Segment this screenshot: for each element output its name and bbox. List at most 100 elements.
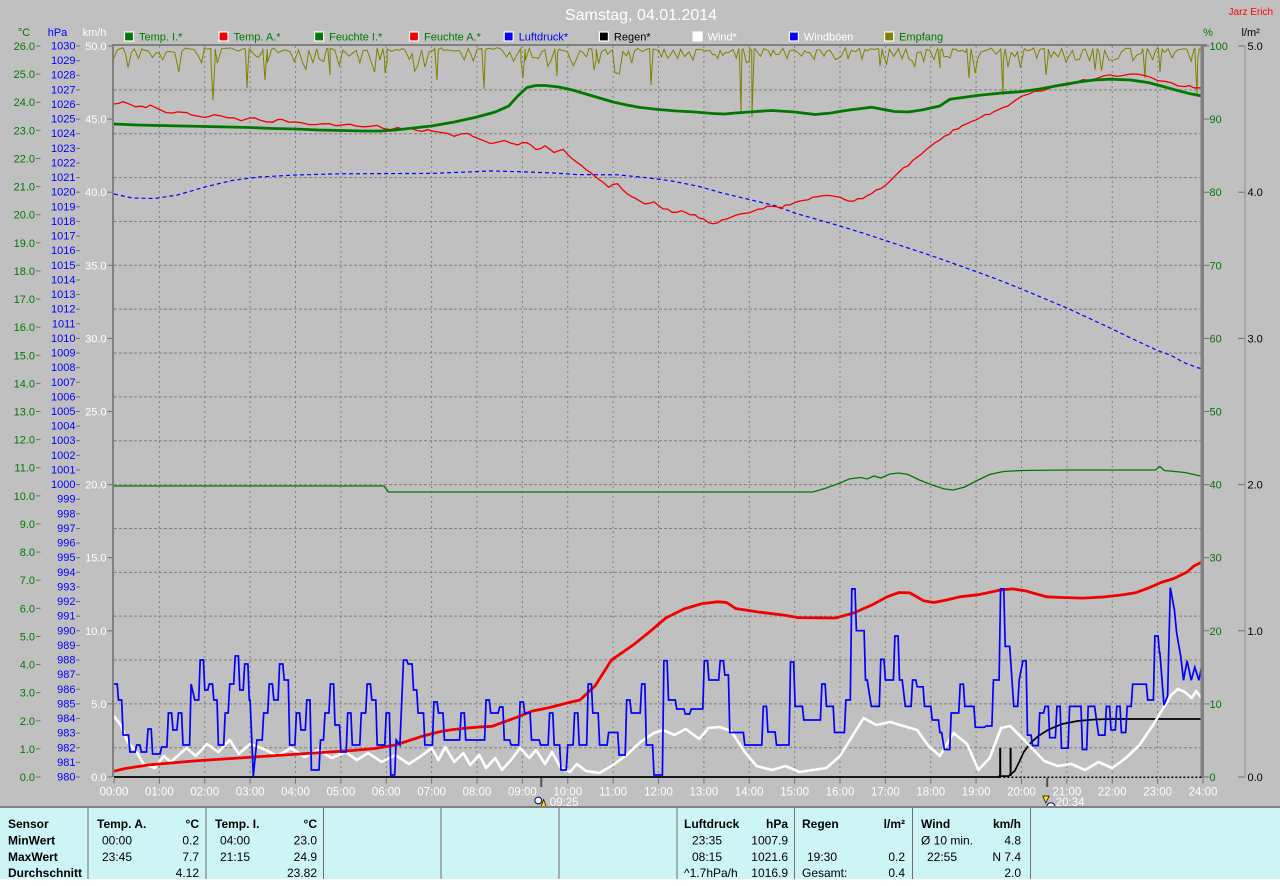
svg-text:°C: °C xyxy=(304,817,318,831)
svg-text:4.8: 4.8 xyxy=(1004,833,1021,847)
svg-text:15.0: 15.0 xyxy=(85,553,106,565)
svg-text:MinWert: MinWert xyxy=(8,833,55,847)
svg-text:993: 993 xyxy=(57,581,75,593)
svg-text:km/h: km/h xyxy=(83,27,107,39)
svg-text:21.0: 21.0 xyxy=(14,182,35,194)
svg-text:90: 90 xyxy=(1210,114,1222,126)
svg-text:984: 984 xyxy=(57,713,75,725)
svg-text:00:00: 00:00 xyxy=(100,787,129,799)
svg-text:1025: 1025 xyxy=(51,114,75,126)
svg-text:0.2: 0.2 xyxy=(182,833,199,847)
svg-text:0.0: 0.0 xyxy=(20,772,35,784)
svg-text:l/m²: l/m² xyxy=(884,817,905,831)
svg-text:22:00: 22:00 xyxy=(1098,787,1127,799)
svg-text:19:30: 19:30 xyxy=(807,850,837,864)
svg-text:N 7.4: N 7.4 xyxy=(992,850,1021,864)
svg-text:20.0: 20.0 xyxy=(14,210,35,222)
svg-text:1009: 1009 xyxy=(51,348,75,360)
svg-text:Wind*: Wind* xyxy=(708,32,738,44)
svg-text:1012: 1012 xyxy=(51,304,75,316)
svg-text:50: 50 xyxy=(1210,407,1222,419)
svg-text:1026: 1026 xyxy=(51,99,75,111)
svg-text:80: 80 xyxy=(1210,187,1222,199)
svg-text:Temp. I.*: Temp. I.* xyxy=(139,32,183,44)
svg-text:10.0: 10.0 xyxy=(14,491,35,503)
svg-text:1029: 1029 xyxy=(51,55,75,67)
svg-text:05:00: 05:00 xyxy=(327,787,356,799)
svg-text:23.82: 23.82 xyxy=(287,866,317,880)
svg-text:20: 20 xyxy=(1210,626,1222,638)
svg-text:0.2: 0.2 xyxy=(888,850,905,864)
svg-text:Luftdruck*: Luftdruck* xyxy=(519,32,569,44)
svg-text:988: 988 xyxy=(57,655,75,667)
svg-text:23.0: 23.0 xyxy=(14,125,35,137)
svg-text:23:00: 23:00 xyxy=(1143,787,1172,799)
svg-text:Temp. I.: Temp. I. xyxy=(215,817,259,831)
svg-text:10.0: 10.0 xyxy=(85,626,106,638)
svg-text:981: 981 xyxy=(57,757,75,769)
svg-text:990: 990 xyxy=(57,625,75,637)
svg-text:996: 996 xyxy=(57,538,75,550)
svg-text:17.0: 17.0 xyxy=(14,294,35,306)
svg-text:18:00: 18:00 xyxy=(916,787,945,799)
svg-text:1000: 1000 xyxy=(51,479,75,491)
svg-text:06:00: 06:00 xyxy=(372,787,401,799)
svg-text:60: 60 xyxy=(1210,333,1222,345)
svg-text:0.0: 0.0 xyxy=(1248,772,1263,784)
svg-text:4.12: 4.12 xyxy=(176,866,200,880)
svg-text:1002: 1002 xyxy=(51,450,75,462)
svg-text:1019: 1019 xyxy=(51,201,75,213)
svg-text:Ø 10 min.: Ø 10 min. xyxy=(921,833,973,847)
svg-text:999: 999 xyxy=(57,494,75,506)
svg-text:4.0: 4.0 xyxy=(20,660,35,672)
svg-text:13:00: 13:00 xyxy=(690,787,719,799)
svg-text:1.0: 1.0 xyxy=(1248,626,1263,638)
svg-text:1005: 1005 xyxy=(51,406,75,418)
svg-text:23:35: 23:35 xyxy=(692,833,722,847)
svg-text:1024: 1024 xyxy=(51,128,75,140)
svg-text:12:00: 12:00 xyxy=(644,787,673,799)
svg-text:19:00: 19:00 xyxy=(962,787,991,799)
svg-text:12.0: 12.0 xyxy=(14,435,35,447)
svg-text:hPa: hPa xyxy=(766,817,788,831)
svg-text:24.9: 24.9 xyxy=(294,850,318,864)
svg-text:13.0: 13.0 xyxy=(14,407,35,419)
svg-text:3.0: 3.0 xyxy=(20,688,35,700)
svg-text:Regen*: Regen* xyxy=(614,32,651,44)
svg-text:07:00: 07:00 xyxy=(417,787,446,799)
svg-text:1023: 1023 xyxy=(51,143,75,155)
svg-text:km/h: km/h xyxy=(993,817,1021,831)
svg-text:2.0: 2.0 xyxy=(20,716,35,728)
svg-text:50.0: 50.0 xyxy=(85,41,106,53)
svg-text:l/m²: l/m² xyxy=(1242,27,1261,39)
svg-text:1017: 1017 xyxy=(51,231,75,243)
svg-text:1003: 1003 xyxy=(51,435,75,447)
svg-text:1007.9: 1007.9 xyxy=(751,833,788,847)
svg-text:16.0: 16.0 xyxy=(14,322,35,334)
svg-text:980: 980 xyxy=(57,772,75,784)
svg-text:25.0: 25.0 xyxy=(85,407,106,419)
svg-text:5.0: 5.0 xyxy=(91,699,106,711)
svg-text:1027: 1027 xyxy=(51,84,75,96)
svg-text:11:00: 11:00 xyxy=(599,787,627,799)
svg-text:9.0: 9.0 xyxy=(20,519,35,531)
svg-text:18.0: 18.0 xyxy=(14,266,35,278)
svg-text:1006: 1006 xyxy=(51,391,75,403)
svg-text:°C: °C xyxy=(18,27,30,39)
svg-text:1016.9: 1016.9 xyxy=(751,866,788,880)
svg-text:8.0: 8.0 xyxy=(20,547,35,559)
svg-text:Feuchte A.*: Feuchte A.* xyxy=(424,32,482,44)
svg-text:1011: 1011 xyxy=(52,318,76,330)
svg-text:100: 100 xyxy=(1210,41,1228,53)
svg-text:15.0: 15.0 xyxy=(14,350,35,362)
svg-text:4.0: 4.0 xyxy=(1248,187,1263,199)
svg-text:994: 994 xyxy=(57,567,75,579)
svg-text:1.0: 1.0 xyxy=(20,744,35,756)
svg-text:20.0: 20.0 xyxy=(85,480,106,492)
svg-text:00:00: 00:00 xyxy=(102,833,132,847)
svg-text:70: 70 xyxy=(1210,260,1222,272)
svg-text:20:00: 20:00 xyxy=(1007,787,1036,799)
svg-text:08:00: 08:00 xyxy=(463,787,492,799)
svg-text:991: 991 xyxy=(57,611,75,623)
svg-text:1028: 1028 xyxy=(51,70,75,82)
